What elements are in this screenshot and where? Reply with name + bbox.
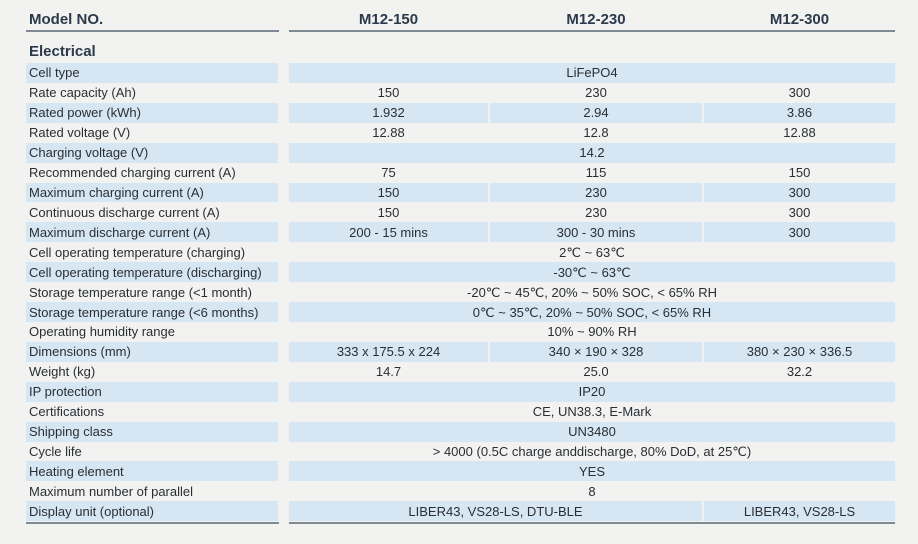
model-number-header: Model NO.: [29, 10, 104, 28]
merged-value: LiFePO4: [289, 63, 895, 83]
row-label: Cell type: [26, 63, 278, 83]
model-header-m12-300: M12-300: [769, 10, 830, 28]
row-label: Charging voltage (V): [26, 142, 278, 163]
table-row: Recommended charging current (A) 75 115 150: [0, 163, 918, 183]
value-m12-150: 333 x 175.5 x 224: [289, 341, 488, 362]
table-row: Rate capacity (Ah) 150 230 300: [0, 83, 918, 103]
row-label: Storage temperature range (<6 months): [26, 302, 278, 322]
row-label: Shipping class: [26, 421, 278, 442]
value-m12-230: 300 - 30 mins: [490, 222, 702, 243]
row-label: Rated voltage (V): [29, 125, 131, 141]
row-label: Continuous discharge current (A): [29, 204, 220, 220]
value-m12-300: 3.86: [704, 102, 895, 123]
value-m12-300: 32.2: [786, 364, 813, 380]
value-m12-150: 12.88: [372, 125, 405, 141]
merged-value: -30℃ ~ 63℃: [289, 262, 895, 283]
value-m12-230: 230: [585, 204, 607, 220]
table-row: Weight (kg) 14.7 25.0 32.2: [0, 362, 918, 382]
merged-value: 0℃ ~ 35℃, 20% ~ 50% SOC, < 65% RH: [289, 302, 895, 322]
table-row: Heating element YES: [0, 461, 918, 482]
table-row: Maximum discharge current (A) 200 - 15 mi…: [0, 222, 918, 243]
row-label: Display unit (optional): [26, 501, 278, 522]
value-m12-300: 380 × 230 × 336.5: [704, 341, 895, 362]
value-m12-300: 300: [704, 222, 895, 243]
table-row: IP protection IP20: [0, 381, 918, 402]
table-row: Cell type LiFePO4: [0, 63, 918, 83]
row-label: Recommended charging current (A): [29, 165, 236, 181]
row-label: Cycle life: [29, 443, 82, 459]
value-m12-230: 12.8: [583, 125, 609, 141]
value-m12-300: 300: [788, 204, 811, 220]
merged-value: YES: [289, 461, 895, 482]
merged-value: CE, UN38.3, E-Mark: [532, 404, 652, 420]
table-row: Cell operating temperature (charging) 2℃ …: [0, 242, 918, 262]
merged-value: LIBER43, VS28-LS, DTU-BLE: [289, 501, 702, 522]
footer-divider: [289, 522, 895, 524]
table-row: Rated voltage (V) 12.88 12.8 12.88: [0, 123, 918, 143]
table-row: Continuous discharge current (A) 150 230 30…: [0, 202, 918, 222]
merged-value: 10% ~ 90% RH: [547, 324, 637, 340]
table-row: Rated power (kWh) 1.932 2.94 3.86: [0, 102, 918, 123]
table-row: Cycle life > 4000 (0.5C charge anddischar…: [0, 442, 918, 462]
table-row: Storage temperature range (<6 months) 0℃ …: [0, 302, 918, 322]
merged-value: 2℃ ~ 63℃: [559, 244, 625, 260]
row-label: Operating humidity range: [29, 324, 175, 340]
model-header-m12-230: M12-230: [566, 10, 626, 28]
value-m12-150: 150: [377, 204, 400, 220]
merged-value: 8: [588, 483, 596, 499]
row-label: Cell operating temperature (charging): [29, 244, 246, 260]
merged-value: 14.2: [289, 142, 895, 163]
table-row: Operating humidity range 10% ~ 90% RH: [0, 322, 918, 342]
value-m12-230: 340 × 190 × 328: [490, 341, 702, 362]
value-m12-300: 12.88: [783, 125, 816, 141]
value-m12-150: 1.932: [289, 102, 488, 123]
value-m12-230: 230: [585, 85, 607, 101]
merged-value: UN3480: [289, 421, 895, 442]
merged-value: -20℃ ~ 45℃, 20% ~ 50% SOC, < 65% RH: [467, 284, 717, 300]
table-row: Storage temperature range (<1 month) -20℃…: [0, 282, 918, 302]
value-m12-150: 200 - 15 mins: [289, 222, 488, 243]
row-label: Cell operating temperature (discharging): [26, 262, 278, 283]
table-row: Cell operating temperature (discharging)…: [0, 262, 918, 283]
value-m12-230: 25.0: [583, 364, 609, 380]
spec-table: Cell type LiFePO4 Rate capacity (Ah) 150 230…: [0, 63, 918, 522]
row-label: Certifications: [29, 404, 105, 420]
row-label: Maximum discharge current (A): [26, 222, 278, 243]
header-divider: [289, 30, 895, 32]
value-m12-300: 150: [788, 165, 811, 181]
row-label: IP protection: [26, 381, 278, 402]
table-row: Certifications CE, UN38.3, E-Mark: [0, 402, 918, 422]
value-m12-150: 75: [381, 165, 396, 181]
value-m12-230: 2.94: [490, 102, 702, 123]
row-label: Rated power (kWh): [26, 102, 278, 123]
row-label: Maximum charging current (A): [26, 182, 278, 203]
value-m12-300: 300: [788, 85, 811, 101]
row-label: Weight (kg): [29, 364, 96, 380]
value-m12-230: 230: [490, 182, 702, 203]
table-row: Charging voltage (V) 14.2: [0, 142, 918, 163]
table-row: Display unit (optional) LIBER43, VS28-LS,…: [0, 501, 918, 522]
value-m12-300: 300: [704, 182, 895, 203]
table-row: Dimensions (mm) 333 x 175.5 x 224 340 × 19…: [0, 341, 918, 362]
value-m12-150: 14.7: [375, 364, 402, 380]
row-label: Storage temperature range (<1 month): [29, 284, 252, 300]
merged-value: IP20: [289, 381, 895, 402]
row-label: Heating element: [26, 461, 278, 482]
header-divider: [26, 30, 279, 32]
row-label: Maximum number of parallel: [29, 483, 194, 499]
value-m12-150: 150: [289, 182, 488, 203]
merged-value: > 4000 (0.5C charge anddischarge, 80% Do…: [432, 443, 752, 459]
table-row: Maximum number of parallel 8: [0, 481, 918, 501]
section-title-electrical: Electrical: [29, 42, 96, 60]
row-label: Rate capacity (Ah): [29, 85, 136, 101]
footer-divider: [26, 522, 279, 524]
table-row: Maximum charging current (A) 150 230 300: [0, 182, 918, 203]
row-label: Dimensions (mm): [26, 341, 278, 362]
value-m12-230: 115: [585, 165, 607, 181]
value-m12-150: 150: [377, 85, 400, 101]
value-m12-300: LIBER43, VS28-LS: [704, 501, 895, 522]
model-header-m12-150: M12-150: [358, 10, 419, 28]
table-row: Shipping class UN3480: [0, 421, 918, 442]
